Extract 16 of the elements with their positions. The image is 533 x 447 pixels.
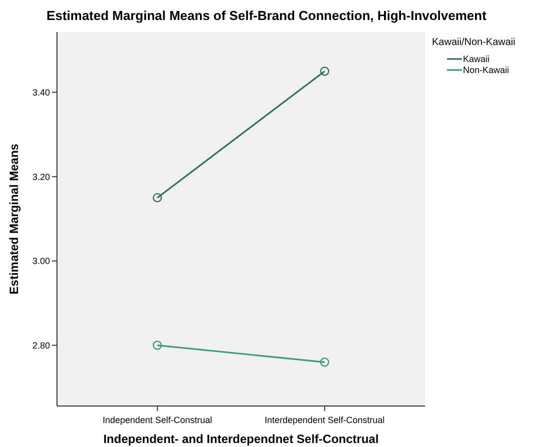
point	[320, 358, 330, 367]
legend-title: Kawaii/Non-Kawaii	[432, 37, 516, 48]
x-axis-title: Independent- and Interdependnet Self-Conctrual	[103, 432, 379, 446]
y-tick-label: 3.40	[32, 87, 50, 98]
legend-label: Kawaii	[463, 54, 490, 64]
chart-title: Estimated Marginal Means of Self-Brand Connection, High-Involvement	[46, 8, 488, 23]
y-tick-label: 3.00	[32, 256, 50, 266]
point	[320, 66, 330, 76]
y-axis-title: Estimated Marginal Means	[7, 143, 21, 294]
x-tick-label: Interdependent Self-Construal	[264, 415, 385, 425]
legend-label: Non-Kawaii	[463, 65, 510, 76]
point	[152, 193, 162, 202]
y-tick-label: 3.20	[32, 172, 50, 182]
point	[152, 340, 162, 350]
y-tick-label: 2.80	[32, 340, 50, 350]
x-tick-label: Independent Self-Construal	[102, 415, 212, 425]
